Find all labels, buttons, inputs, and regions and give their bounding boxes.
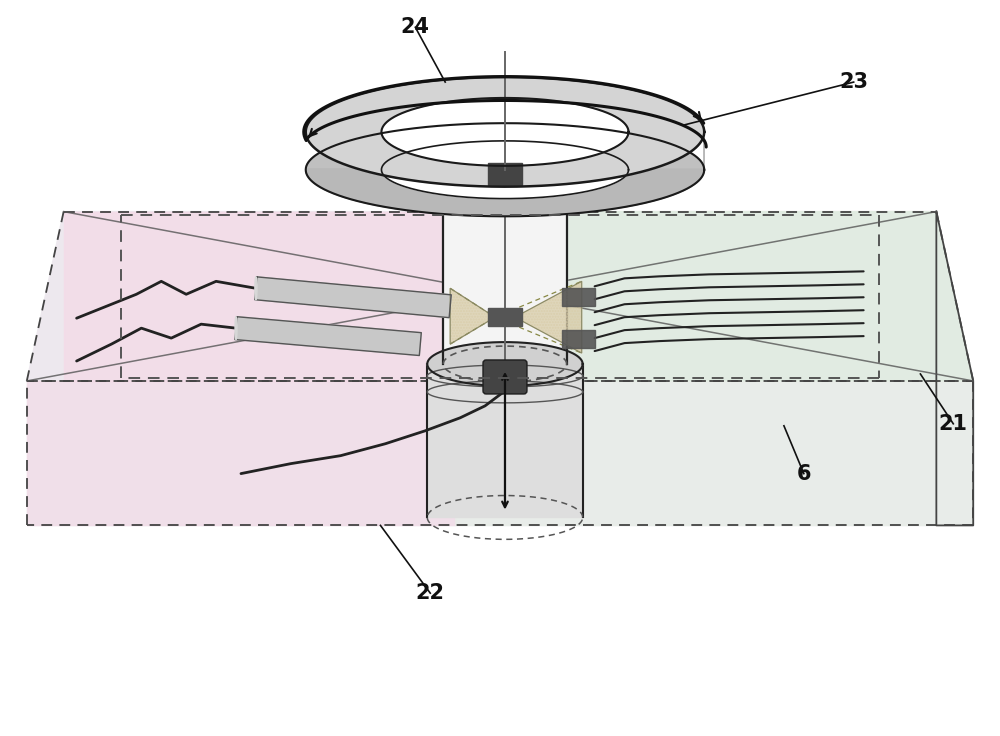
Polygon shape	[381, 141, 629, 199]
Polygon shape	[515, 281, 582, 353]
Text: 21: 21	[939, 414, 968, 434]
Polygon shape	[427, 342, 583, 386]
Text: 24: 24	[401, 17, 430, 38]
Polygon shape	[235, 316, 237, 339]
Polygon shape	[306, 77, 704, 187]
Polygon shape	[450, 289, 495, 344]
Polygon shape	[488, 163, 522, 185]
Text: 6: 6	[797, 464, 811, 484]
Polygon shape	[27, 381, 455, 526]
Polygon shape	[488, 308, 522, 326]
Polygon shape	[306, 123, 704, 216]
Polygon shape	[455, 211, 973, 381]
Polygon shape	[306, 77, 704, 187]
Polygon shape	[443, 171, 567, 207]
Polygon shape	[443, 188, 567, 364]
FancyBboxPatch shape	[483, 360, 527, 394]
Polygon shape	[27, 381, 973, 526]
Polygon shape	[306, 131, 704, 216]
Polygon shape	[562, 289, 595, 306]
Polygon shape	[255, 277, 451, 318]
Text: 22: 22	[416, 583, 445, 603]
Polygon shape	[562, 330, 595, 348]
Polygon shape	[64, 211, 455, 381]
Polygon shape	[381, 131, 629, 199]
Polygon shape	[381, 98, 629, 166]
Polygon shape	[427, 364, 583, 517]
Polygon shape	[27, 211, 973, 381]
Polygon shape	[255, 277, 257, 300]
Polygon shape	[455, 381, 973, 526]
Text: 23: 23	[839, 72, 868, 92]
Polygon shape	[235, 316, 421, 355]
